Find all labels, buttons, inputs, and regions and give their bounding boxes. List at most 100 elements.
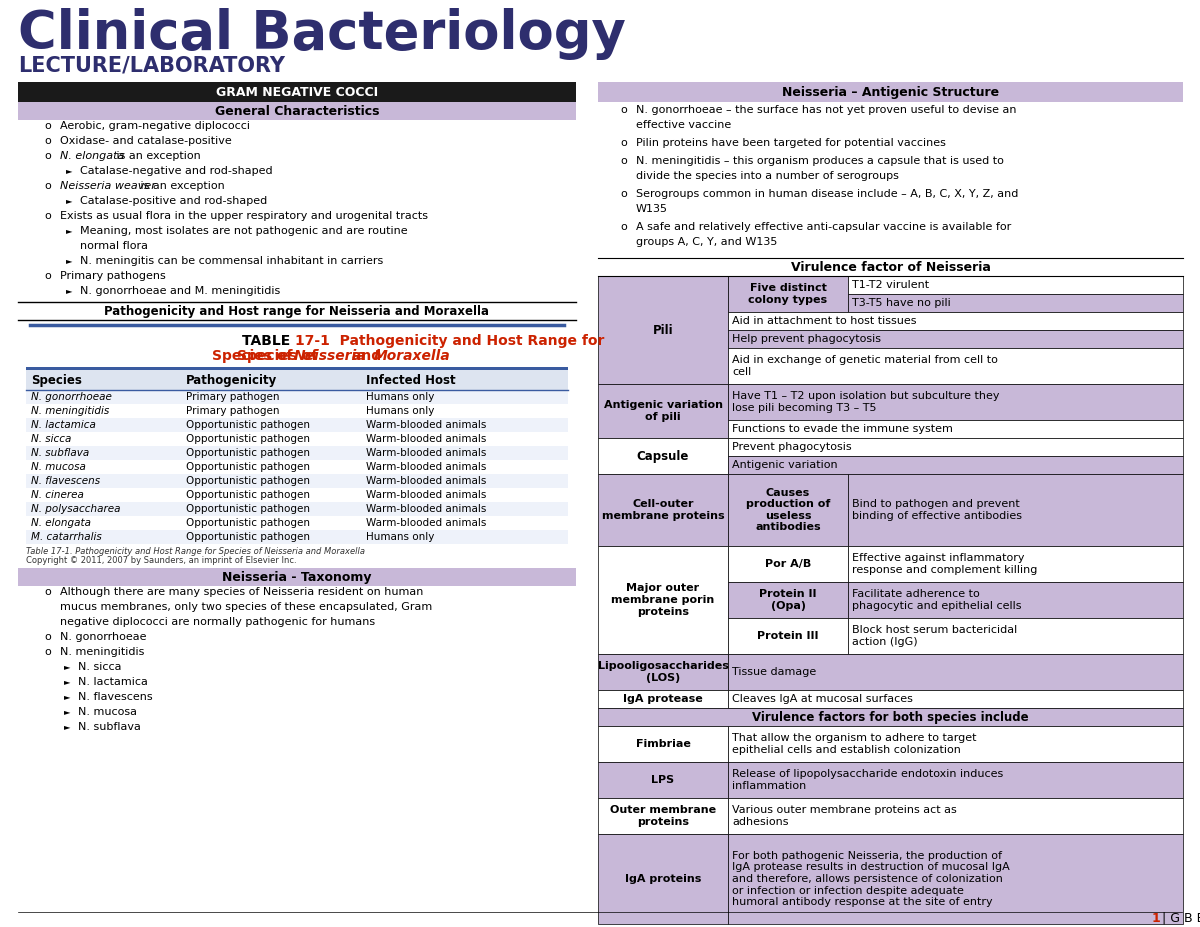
- Text: o: o: [44, 271, 50, 281]
- Text: TABLE: TABLE: [242, 334, 295, 348]
- Text: groups A, C, Y, and W135: groups A, C, Y, and W135: [636, 237, 778, 247]
- Text: Opportunistic pathogen: Opportunistic pathogen: [186, 434, 310, 444]
- Text: For both pathogenic Neisseria, the production of
IgA protease results in destruc: For both pathogenic Neisseria, the produ…: [732, 851, 1009, 908]
- Text: Capsule: Capsule: [637, 450, 689, 463]
- Text: N. gonorrhoeae – the surface has not yet proven useful to devise an: N. gonorrhoeae – the surface has not yet…: [636, 105, 1016, 115]
- Text: Bind to pathogen and prevent
binding of effective antibodies: Bind to pathogen and prevent binding of …: [852, 500, 1022, 521]
- Text: ►: ►: [66, 286, 72, 295]
- Text: GRAM NEGATIVE COCCI: GRAM NEGATIVE COCCI: [216, 85, 378, 98]
- Text: Clinical Bacteriology: Clinical Bacteriology: [18, 8, 626, 60]
- Text: Prevent phagocytosis: Prevent phagocytosis: [732, 442, 852, 452]
- Text: normal flora: normal flora: [80, 241, 148, 251]
- Text: N. mucosa: N. mucosa: [31, 462, 86, 472]
- Text: Outer membrane
proteins: Outer membrane proteins: [610, 806, 716, 827]
- Text: ►: ►: [66, 196, 72, 205]
- Text: Opportunistic pathogen: Opportunistic pathogen: [186, 532, 310, 542]
- Text: N. meningitidis – this organism produces a capsule that is used to: N. meningitidis – this organism produces…: [636, 156, 1004, 166]
- Text: ►: ►: [64, 692, 71, 701]
- Text: General Characteristics: General Characteristics: [215, 105, 379, 118]
- Text: ►: ►: [66, 256, 72, 265]
- Text: o: o: [620, 138, 626, 148]
- Text: Warm-blooded animals: Warm-blooded animals: [366, 462, 486, 472]
- Bar: [598, 708, 1183, 726]
- Text: N. meningitis can be commensal inhabitant in carriers: N. meningitis can be commensal inhabitan…: [80, 256, 383, 266]
- Bar: [728, 330, 1183, 348]
- Bar: [18, 82, 576, 102]
- Text: Neisseria weaver: Neisseria weaver: [60, 181, 156, 191]
- Text: Have T1 – T2 upon isolation but subculture they
lose pili becoming T3 – T5: Have T1 – T2 upon isolation but subcultu…: [732, 391, 1000, 413]
- Text: and: and: [347, 349, 386, 363]
- Text: Opportunistic pathogen: Opportunistic pathogen: [186, 448, 310, 458]
- Text: o: o: [44, 632, 50, 642]
- Text: Warm-blooded animals: Warm-blooded animals: [366, 420, 486, 430]
- Bar: [26, 446, 568, 460]
- Text: Opportunistic pathogen: Opportunistic pathogen: [186, 504, 310, 514]
- Bar: [728, 582, 848, 618]
- Text: Causes
production of
useless
antibodies: Causes production of useless antibodies: [746, 488, 830, 532]
- Text: 1: 1: [1151, 912, 1160, 925]
- Text: ►: ►: [64, 707, 71, 716]
- Bar: [598, 690, 728, 708]
- Text: Lipooligosaccharides
(LOS): Lipooligosaccharides (LOS): [598, 661, 728, 683]
- Text: Effective against inflammatory
response and complement killing: Effective against inflammatory response …: [852, 553, 1037, 575]
- Text: LPS: LPS: [652, 775, 674, 785]
- Text: N. sicca: N. sicca: [31, 434, 71, 444]
- Text: N. subflava: N. subflava: [31, 448, 89, 458]
- Text: Humans only: Humans only: [366, 406, 434, 416]
- Text: o: o: [620, 222, 626, 232]
- Text: Fimbriae: Fimbriae: [636, 739, 690, 749]
- Text: is an exception: is an exception: [113, 151, 200, 161]
- Bar: [26, 390, 568, 404]
- Text: effective vaccine: effective vaccine: [636, 120, 731, 130]
- Text: That allow the organism to adhere to target
epithelial cells and establish colon: That allow the organism to adhere to tar…: [732, 733, 977, 755]
- Text: Catalase-positive and rod-shaped: Catalase-positive and rod-shaped: [80, 196, 268, 206]
- Text: Aerobic, gram-negative diplococci: Aerobic, gram-negative diplococci: [60, 121, 250, 131]
- Bar: [26, 516, 568, 530]
- Text: Pilin proteins have been targeted for potential vaccines: Pilin proteins have been targeted for po…: [636, 138, 946, 148]
- Text: ►: ►: [66, 166, 72, 175]
- Text: LECTURE/LABORATORY: LECTURE/LABORATORY: [18, 55, 286, 75]
- Bar: [598, 726, 728, 762]
- Text: Cell-outer
membrane proteins: Cell-outer membrane proteins: [601, 500, 725, 521]
- Text: Exists as usual flora in the upper respiratory and urogenital tracts: Exists as usual flora in the upper respi…: [60, 211, 428, 221]
- Text: o: o: [620, 105, 626, 115]
- Text: Aid in exchange of genetic material from cell to
cell: Aid in exchange of genetic material from…: [732, 355, 998, 376]
- Bar: [728, 726, 1183, 762]
- Bar: [18, 568, 576, 586]
- Text: Species of: Species of: [211, 349, 298, 363]
- Text: IgA protease: IgA protease: [623, 694, 703, 704]
- Bar: [728, 762, 1183, 798]
- Text: N. flavescens: N. flavescens: [31, 476, 100, 486]
- Text: Oxidase- and catalase-positive: Oxidase- and catalase-positive: [60, 136, 232, 146]
- Text: Tissue damage: Tissue damage: [732, 667, 816, 677]
- Text: | G B B A G U I O: | G B B A G U I O: [1162, 912, 1200, 925]
- Text: o: o: [620, 189, 626, 199]
- Text: ►: ►: [64, 722, 71, 731]
- Bar: [728, 312, 1183, 330]
- Text: o: o: [44, 151, 50, 161]
- Text: o: o: [620, 156, 626, 166]
- Bar: [598, 834, 728, 924]
- Text: Opportunistic pathogen: Opportunistic pathogen: [186, 518, 310, 528]
- Bar: [728, 420, 1183, 438]
- Text: N. lactamica: N. lactamica: [31, 420, 96, 430]
- Bar: [26, 460, 568, 474]
- Bar: [848, 582, 1183, 618]
- Text: Warm-blooded animals: Warm-blooded animals: [366, 518, 486, 528]
- Bar: [598, 762, 728, 798]
- Bar: [728, 654, 1183, 690]
- Bar: [848, 294, 1183, 312]
- Text: Protein II
(Opa): Protein II (Opa): [760, 590, 817, 611]
- Bar: [728, 456, 1183, 474]
- Text: Warm-blooded animals: Warm-blooded animals: [366, 490, 486, 500]
- Text: Functions to evade the immune system: Functions to evade the immune system: [732, 424, 953, 434]
- Bar: [728, 546, 848, 582]
- Bar: [26, 367, 568, 370]
- Text: Humans only: Humans only: [366, 532, 434, 542]
- Text: N. gonorrhoeae and M. meningitidis: N. gonorrhoeae and M. meningitidis: [80, 286, 281, 296]
- Text: Pathogenicity: Pathogenicity: [186, 374, 277, 387]
- Text: o: o: [44, 647, 50, 657]
- Text: Major outer
membrane porin
proteins: Major outer membrane porin proteins: [611, 583, 715, 616]
- Text: Antigenic variation
of pili: Antigenic variation of pili: [604, 400, 722, 422]
- Text: N. mucosa: N. mucosa: [78, 707, 137, 717]
